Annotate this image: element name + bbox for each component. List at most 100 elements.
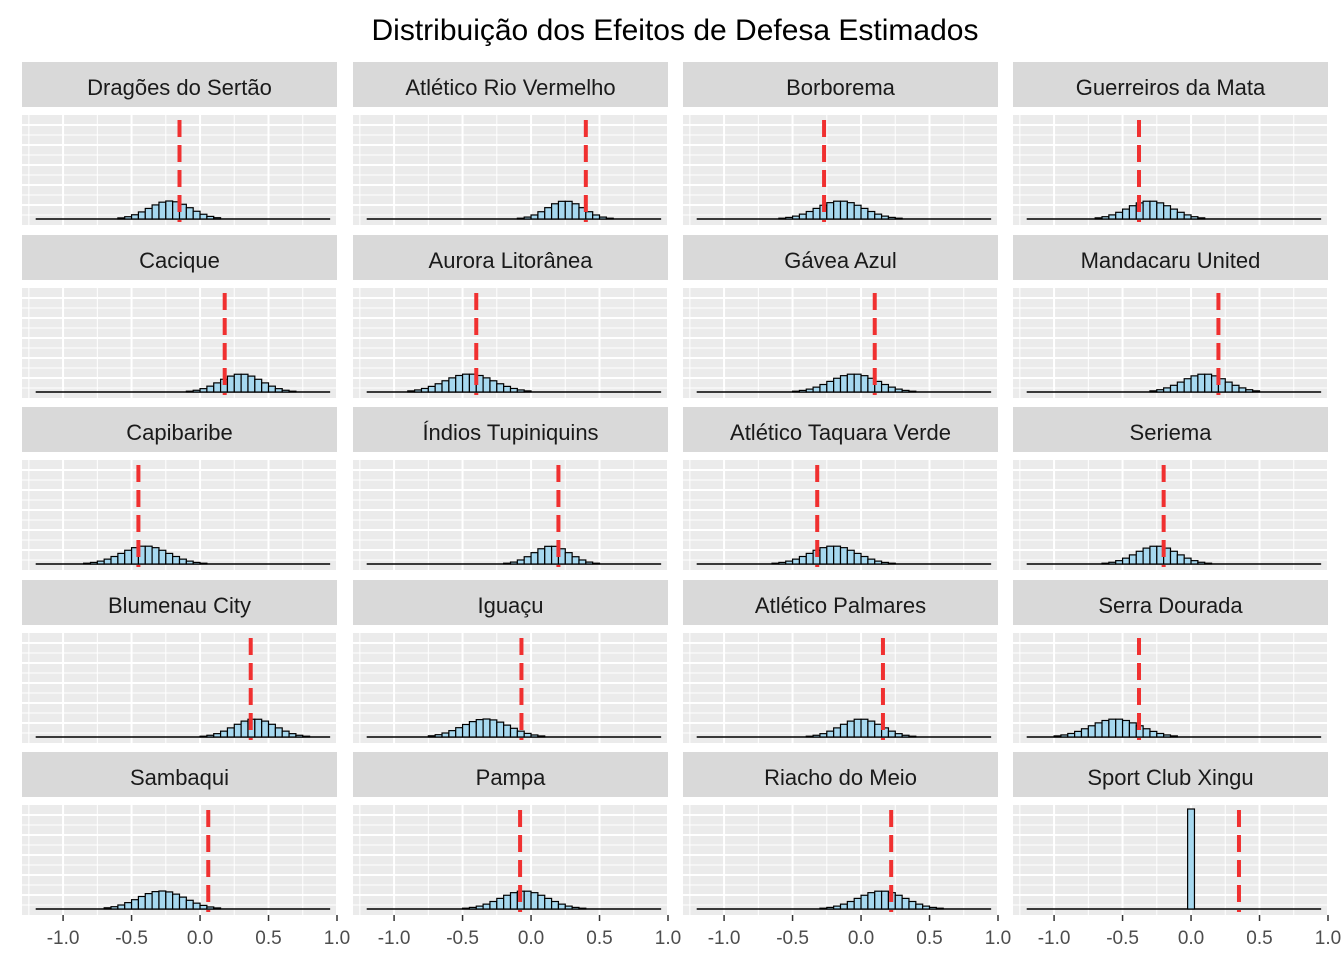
- histogram-bar: [922, 905, 931, 910]
- histogram-bar: [785, 216, 794, 220]
- facet-panel: Blumenau City: [22, 580, 338, 743]
- histogram-bar: [928, 906, 937, 910]
- panel-background: [353, 460, 668, 570]
- histogram-bar: [199, 735, 208, 738]
- histogram-bars: [1026, 545, 1322, 565]
- histogram-bar: [860, 207, 869, 220]
- histogram-bar: [578, 907, 587, 910]
- facet-strip: [683, 62, 998, 107]
- histogram-bar: [468, 906, 477, 910]
- histogram-bar: [267, 723, 276, 738]
- histogram-bar: [833, 377, 842, 393]
- histogram-bar: [867, 720, 876, 738]
- histogram-bar: [489, 719, 498, 738]
- x-tick-label: -0.5: [1106, 928, 1139, 949]
- histogram-bar: [1163, 205, 1172, 220]
- histogram-bar: [1187, 808, 1196, 910]
- x-tick-label: 1.0: [324, 928, 350, 949]
- histogram-bar: [1156, 202, 1165, 220]
- histogram-bar: [130, 214, 140, 220]
- histogram-bar: [461, 723, 471, 738]
- facet-panel: Atlético Rio Vermelho: [353, 62, 669, 225]
- x-tick-label: 1.0: [1315, 928, 1341, 949]
- histogram-bar: [503, 562, 512, 565]
- histogram-bar: [819, 733, 828, 738]
- histogram-bar: [448, 730, 457, 738]
- histogram-bar: [226, 727, 235, 738]
- histogram-bar: [165, 891, 174, 910]
- histogram-bar: [585, 561, 594, 565]
- histogram-bar: [901, 389, 910, 393]
- facet-strip-label: Atlético Rio Vermelho: [405, 75, 615, 100]
- histogram-bar: [537, 894, 546, 910]
- histogram-bar: [571, 906, 580, 910]
- facet-strip-label: Dragões do Sertão: [87, 75, 272, 100]
- histogram-bar: [192, 210, 201, 220]
- histogram-bar: [867, 558, 876, 565]
- histogram-bar: [117, 552, 126, 565]
- histogram-bar: [482, 903, 491, 910]
- histogram-bar: [213, 382, 222, 393]
- histogram-bar: [867, 210, 876, 220]
- histogram-bar: [137, 211, 146, 220]
- histogram-bar: [564, 200, 573, 220]
- histogram-bar: [427, 385, 436, 393]
- histogram-bar: [219, 730, 229, 738]
- histogram-bar: [509, 892, 518, 910]
- histogram-bar: [860, 375, 869, 393]
- histogram-bars: [1026, 808, 1322, 910]
- panel-background: [22, 288, 337, 398]
- histogram-bar: [254, 378, 263, 393]
- facet-strip: [353, 752, 668, 797]
- histogram-bar: [509, 561, 518, 565]
- histogram-bar: [489, 380, 498, 393]
- facet-panel: Índios Tupiniquins: [353, 407, 669, 570]
- histogram-bar: [826, 545, 835, 565]
- histogram-bar: [247, 375, 256, 393]
- histogram-bar: [1169, 550, 1178, 565]
- histogram-bar: [165, 552, 174, 565]
- histogram-bar: [89, 561, 98, 565]
- x-tick-label: 0.5: [916, 928, 942, 949]
- histogram-bar: [461, 373, 471, 393]
- histogram-bar: [1108, 214, 1117, 220]
- histogram-bar: [874, 560, 883, 565]
- histogram-bar: [523, 732, 532, 738]
- histogram-bar: [826, 730, 835, 738]
- facet-strip: [1013, 580, 1328, 625]
- facet-strip-label: Sport Club Xingu: [1087, 765, 1253, 790]
- histogram-bar: [158, 890, 167, 910]
- histogram-bar: [434, 383, 443, 393]
- histogram-bar: [791, 558, 801, 565]
- histogram-bar: [1183, 557, 1192, 565]
- facet-strip-label: Aurora Litorânea: [429, 248, 594, 273]
- histogram-bar: [1142, 200, 1151, 220]
- histogram-bar: [1231, 384, 1240, 393]
- chart-title: Distribuição dos Efeitos de Defesa Estim…: [372, 14, 979, 47]
- histogram-bar: [1169, 208, 1178, 220]
- histogram-bar: [791, 215, 801, 220]
- histogram-bar: [1074, 730, 1083, 738]
- histogram-bar: [199, 388, 208, 393]
- histogram-bar: [564, 552, 573, 565]
- histogram-bar: [1149, 730, 1158, 738]
- histogram-bar: [441, 380, 450, 393]
- histogram-bar: [846, 900, 855, 910]
- histogram-bar: [853, 718, 862, 738]
- histogram-bar: [880, 383, 890, 393]
- histogram-bar: [778, 217, 787, 220]
- histogram-bar: [489, 900, 498, 910]
- histogram-bar: [530, 734, 539, 738]
- histogram-bar: [557, 903, 566, 910]
- histogram-bars: [366, 718, 662, 738]
- facet-strip-label: Pampa: [476, 765, 546, 790]
- facet-panel: Sambaqui: [22, 752, 338, 915]
- facet-strip: [1013, 752, 1328, 797]
- histogram-bar: [805, 210, 814, 220]
- facet-strip: [1013, 235, 1328, 280]
- histogram-bar: [826, 380, 835, 393]
- histogram-bar: [482, 377, 491, 393]
- histogram-bar: [199, 904, 208, 910]
- histogram-bar: [503, 894, 512, 910]
- histogram-bar: [860, 555, 869, 565]
